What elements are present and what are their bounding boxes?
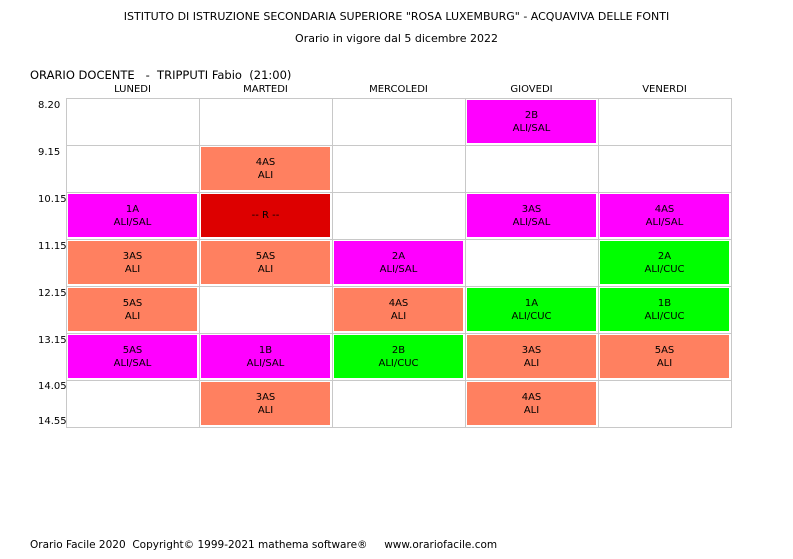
time-label: 10.15 (38, 194, 67, 205)
grid-row-line (67, 192, 732, 193)
lesson-class: 5AS (122, 297, 143, 309)
lesson-cell[interactable]: 3AS ALI (68, 241, 197, 284)
lesson-class: 5AS (255, 250, 276, 262)
grid-column-line (332, 99, 333, 428)
lesson-class: 3AS (255, 391, 276, 403)
lesson-room: ALI/CUC (378, 357, 419, 369)
lesson-room: ALI/SAL (246, 357, 285, 369)
lesson-class: 2A (657, 250, 672, 262)
lesson-class: 1B (258, 344, 273, 356)
grid-column-line (465, 99, 466, 428)
day-header-mercoledi: MERCOLEDI (369, 84, 428, 95)
day-header-lunedi: LUNEDI (114, 84, 151, 95)
grid-row-line (67, 145, 732, 146)
lesson-class: 1A (524, 297, 539, 309)
time-label: 14.05 (38, 381, 67, 392)
lesson-room: ALI/SAL (512, 122, 551, 134)
lesson-cell[interactable]: 3AS ALI (201, 382, 330, 425)
day-header-giovedi: GIOVEDI (510, 84, 553, 95)
time-label: 14.55 (38, 416, 67, 427)
lesson-class: 2B (391, 344, 406, 356)
lesson-room: ALI/SAL (645, 216, 684, 228)
lesson-class: 5AS (654, 344, 675, 356)
lesson-room: ALI (390, 310, 407, 322)
day-header-martedi: MARTEDI (243, 84, 288, 95)
lesson-cell[interactable]: 5AS ALI/SAL (68, 335, 197, 378)
time-label: 11.15 (38, 241, 67, 252)
lesson-room: ALI/CUC (644, 263, 685, 275)
lesson-cell[interactable]: 4AS ALI (201, 147, 330, 190)
grid-column-line (199, 99, 200, 428)
grid-row-line (67, 239, 732, 240)
lesson-class: 4AS (255, 156, 276, 168)
lesson-room: ALI (523, 357, 540, 369)
lesson-class: 3AS (122, 250, 143, 262)
lesson-room: ALI/SAL (113, 357, 152, 369)
validity-date: Orario in vigore dal 5 dicembre 2022 (295, 32, 498, 45)
lesson-class: 2A (391, 250, 406, 262)
lesson-class: 4AS (521, 391, 542, 403)
lesson-class: 1A (125, 203, 140, 215)
lesson-cell[interactable]: 2A ALI/SAL (334, 241, 463, 284)
lesson-room: ALI (523, 404, 540, 416)
lesson-cell[interactable]: 2B ALI/SAL (467, 100, 596, 143)
time-label: 12.15 (38, 288, 67, 299)
time-label: 8.20 (38, 100, 61, 111)
lesson-class: -- R -- (251, 210, 280, 221)
lesson-room: ALI/SAL (113, 216, 152, 228)
lesson-room: ALI (257, 169, 274, 181)
lesson-class: 3AS (521, 344, 542, 356)
lesson-cell[interactable]: 1A ALI/SAL (68, 194, 197, 237)
grid-row-line (67, 427, 732, 428)
lesson-cell[interactable]: 1B ALI/CUC (600, 288, 729, 331)
grid-row-line (67, 333, 732, 334)
lesson-class: 3AS (521, 203, 542, 215)
lesson-cell[interactable]: 2A ALI/CUC (600, 241, 729, 284)
lesson-class: 1B (657, 297, 672, 309)
grid-column-line (731, 99, 732, 428)
lesson-room: ALI/SAL (379, 263, 418, 275)
lesson-cell[interactable]: 4AS ALI (334, 288, 463, 331)
lesson-room: ALI (257, 263, 274, 275)
time-label: 9.15 (38, 147, 61, 158)
lesson-cell[interactable]: 3AS ALI/SAL (467, 194, 596, 237)
grid-row-line (67, 286, 732, 287)
time-label: 13.15 (38, 335, 67, 346)
lesson-room: ALI (124, 310, 141, 322)
lesson-class: 5AS (122, 344, 143, 356)
lesson-cell[interactable]: 1A ALI/CUC (467, 288, 596, 331)
footer-copyright: Orario Facile 2020 Copyright© 1999-2021 … (30, 539, 498, 551)
lesson-cell[interactable]: 5AS ALI (201, 241, 330, 284)
lesson-room: ALI (257, 404, 274, 416)
day-header-row: LUNEDI MARTEDI MERCOLEDI GIOVEDI VENERDI (66, 84, 732, 98)
lesson-cell[interactable]: 4AS ALI/SAL (600, 194, 729, 237)
lesson-cell[interactable]: -- R -- (201, 194, 330, 237)
grid-column-line (598, 99, 599, 428)
lesson-cell[interactable]: 2B ALI/CUC (334, 335, 463, 378)
lesson-room: ALI/SAL (512, 216, 551, 228)
lesson-room: ALI (124, 263, 141, 275)
lesson-class: 2B (524, 109, 539, 121)
lesson-cell[interactable]: 1B ALI/SAL (201, 335, 330, 378)
lesson-cell[interactable]: 5AS ALI (68, 288, 197, 331)
lesson-cell[interactable]: 5AS ALI (600, 335, 729, 378)
lesson-class: 4AS (388, 297, 409, 309)
lesson-room: ALI/CUC (644, 310, 685, 322)
lesson-cell[interactable]: 3AS ALI (467, 335, 596, 378)
lesson-room: ALI/CUC (511, 310, 552, 322)
lesson-class: 4AS (654, 203, 675, 215)
school-name: ISTITUTO DI ISTRUZIONE SECONDARIA SUPERI… (123, 10, 670, 23)
teacher-title: ORARIO DOCENTE - TRIPPUTI Fabio (21:00) (30, 68, 292, 82)
day-header-venerdi: VENERDI (642, 84, 687, 95)
grid-row-line (67, 380, 732, 381)
timetable-grid: 2B ALI/SAL 4AS ALI 1A ALI/SAL -- R -- 3AS ALI/SA… (66, 98, 732, 428)
lesson-room: ALI (656, 357, 673, 369)
lesson-cell[interactable]: 4AS ALI (467, 382, 596, 425)
